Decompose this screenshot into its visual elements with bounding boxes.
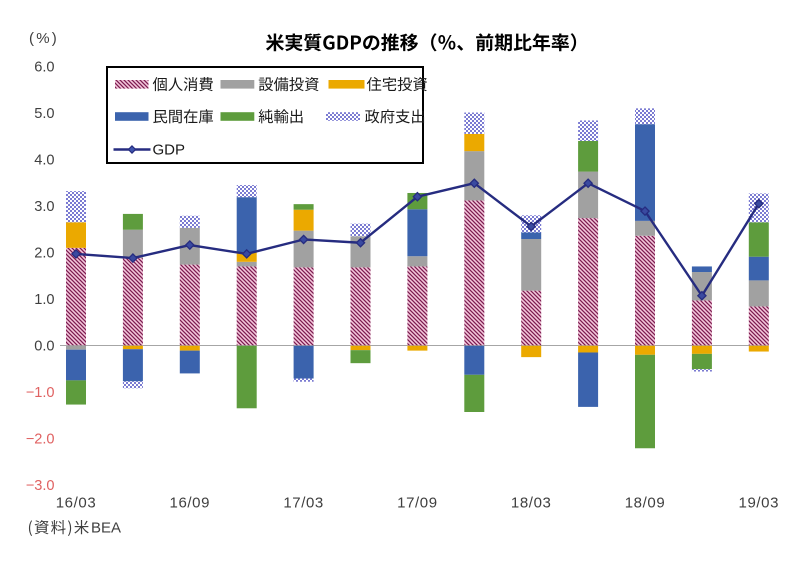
svg-text:18/09: 18/09 — [625, 495, 666, 512]
svg-text:4.0: 4.0 — [34, 153, 54, 169]
svg-text:6.0: 6.0 — [34, 60, 54, 76]
svg-text:19/03: 19/03 — [739, 495, 780, 512]
svg-text:−1.0: −1.0 — [26, 385, 55, 401]
svg-text:(%): (%) — [29, 30, 59, 47]
svg-text:1.0: 1.0 — [34, 292, 54, 308]
svg-text:BEA: BEA — [91, 520, 121, 537]
svg-text:5.0: 5.0 — [34, 106, 54, 122]
svg-text:GDP: GDP — [153, 142, 186, 159]
svg-text:0.0: 0.0 — [34, 339, 54, 355]
svg-text:18/03: 18/03 — [511, 495, 552, 512]
svg-text:16/03: 16/03 — [56, 495, 97, 512]
svg-text:16/09: 16/09 — [170, 495, 211, 512]
svg-text:−3.0: −3.0 — [26, 478, 55, 494]
svg-text:17/03: 17/03 — [283, 495, 324, 512]
svg-text:17/09: 17/09 — [397, 495, 438, 512]
svg-text:3.0: 3.0 — [34, 199, 54, 215]
svg-text:−2.0: −2.0 — [26, 432, 55, 448]
svg-text:2.0: 2.0 — [34, 246, 54, 262]
